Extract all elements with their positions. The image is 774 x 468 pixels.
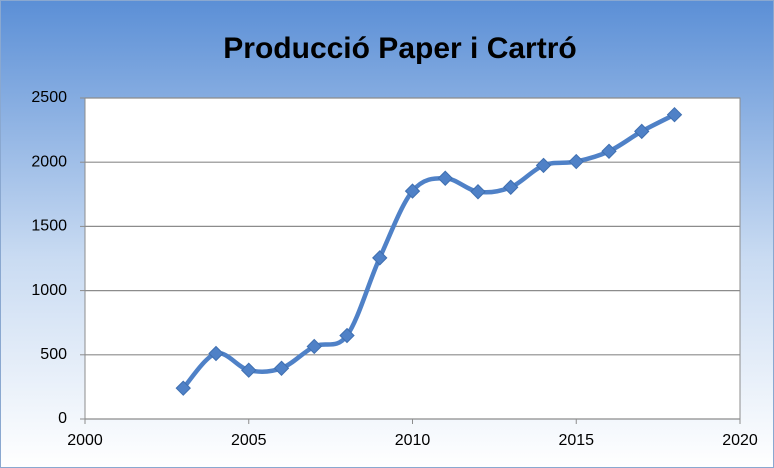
data-point bbox=[437, 170, 453, 186]
data-point bbox=[535, 157, 552, 174]
y-tick-label: 2500 bbox=[31, 89, 67, 106]
data-point bbox=[208, 345, 224, 362]
y-tick-label: 1000 bbox=[31, 282, 67, 299]
x-tick-label: 2020 bbox=[722, 432, 758, 449]
data-point bbox=[404, 183, 421, 199]
data-point bbox=[601, 143, 617, 159]
y-tick-label: 2000 bbox=[31, 153, 67, 170]
x-tick-label: 2000 bbox=[67, 432, 103, 449]
x-tick-label: 2005 bbox=[231, 432, 267, 449]
data-point bbox=[568, 153, 584, 170]
data-point bbox=[306, 338, 322, 355]
y-tick-label: 1500 bbox=[31, 218, 67, 235]
data-point bbox=[273, 360, 290, 376]
data-point bbox=[666, 106, 683, 123]
chart-title: Producció Paper i Cartró bbox=[223, 32, 576, 65]
y-tick-label: 0 bbox=[58, 410, 67, 427]
data-point bbox=[470, 184, 486, 200]
x-tick-label: 2010 bbox=[395, 432, 431, 449]
data-point bbox=[241, 362, 257, 378]
plot-area bbox=[84, 97, 741, 420]
y-tick-label: 500 bbox=[40, 346, 67, 363]
series-line bbox=[181, 112, 676, 390]
data-point bbox=[175, 380, 191, 396]
data-point bbox=[372, 250, 388, 266]
data-point bbox=[339, 327, 355, 344]
data-point bbox=[503, 179, 519, 195]
data-point bbox=[634, 123, 650, 140]
x-tick-label: 2015 bbox=[558, 432, 594, 449]
